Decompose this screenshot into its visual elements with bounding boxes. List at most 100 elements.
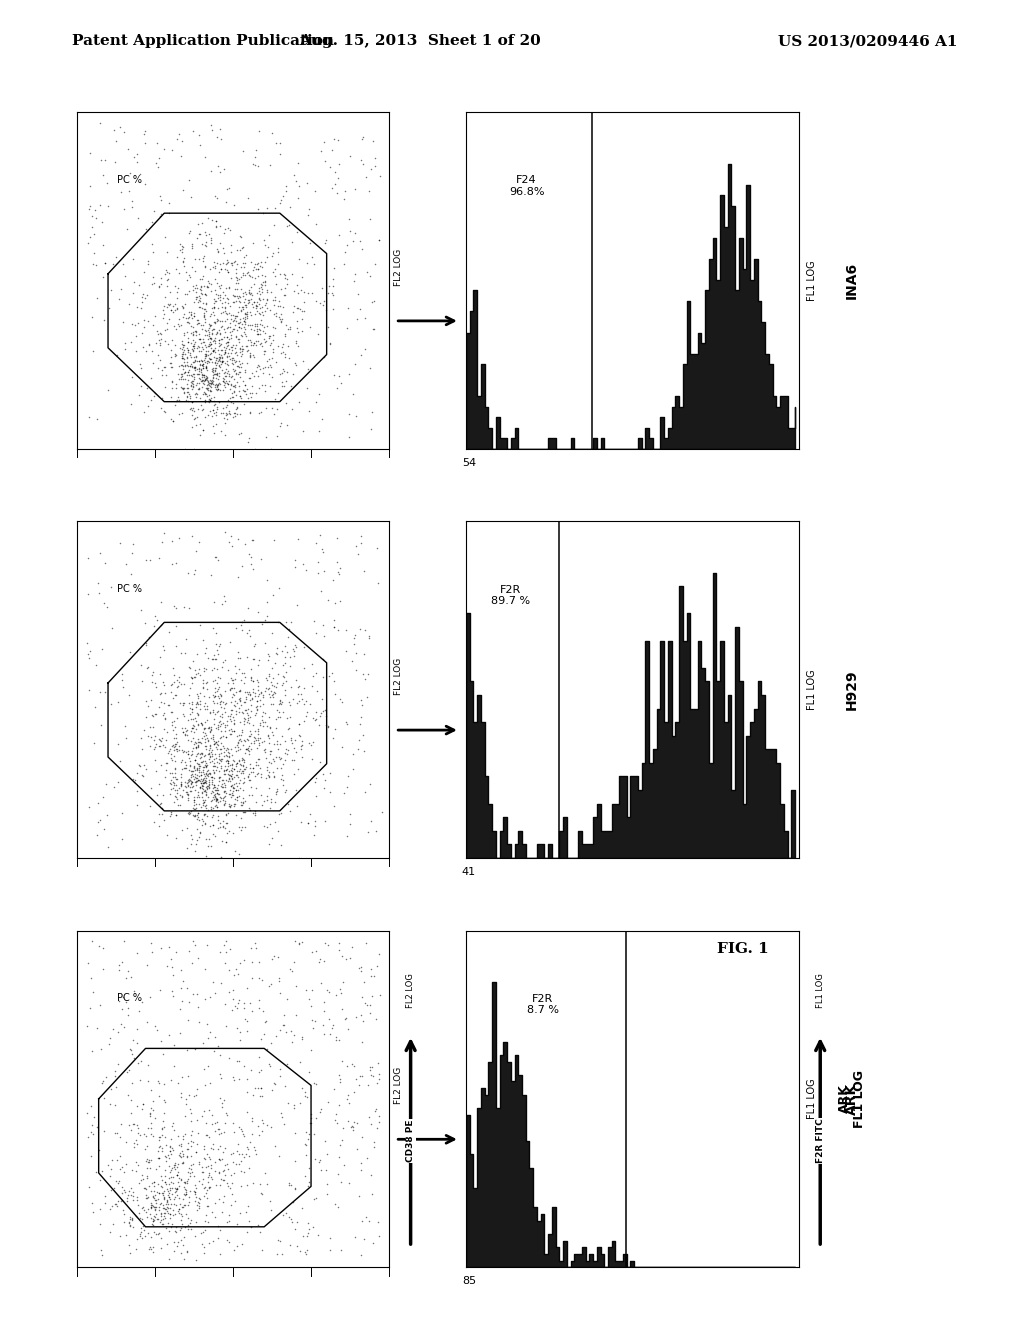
Point <box>265 325 282 346</box>
Point <box>194 333 210 354</box>
Point <box>138 759 155 780</box>
Point <box>147 677 164 698</box>
Point <box>186 715 203 737</box>
Point <box>325 727 341 748</box>
Point <box>247 313 263 334</box>
Point <box>113 1014 129 1035</box>
Point <box>164 372 180 393</box>
Point <box>227 958 244 979</box>
Point <box>202 375 218 396</box>
Point <box>334 1130 350 1151</box>
Point <box>200 730 216 751</box>
Point <box>102 1078 119 1100</box>
Point <box>170 1232 186 1253</box>
Point <box>322 762 338 783</box>
Point <box>133 297 150 318</box>
Point <box>82 195 98 216</box>
Point <box>112 991 128 1012</box>
Text: FL2 LOG: FL2 LOG <box>394 248 403 286</box>
Point <box>216 781 232 803</box>
Point <box>174 717 190 738</box>
Point <box>186 708 203 729</box>
Point <box>201 1147 217 1168</box>
Point <box>327 174 343 195</box>
Point <box>211 635 227 656</box>
Point <box>143 1196 160 1217</box>
Point <box>257 301 273 322</box>
Point <box>205 755 221 776</box>
Point <box>155 704 171 725</box>
Point <box>197 770 213 791</box>
Point <box>213 690 229 711</box>
Point <box>190 360 207 381</box>
Point <box>207 257 223 279</box>
Point <box>130 207 146 228</box>
Point <box>242 284 258 305</box>
Point <box>216 318 232 339</box>
Point <box>208 350 224 371</box>
Point <box>256 1163 272 1184</box>
Point <box>273 413 290 434</box>
Point <box>159 1179 175 1200</box>
Point <box>247 801 263 822</box>
Point <box>237 302 253 323</box>
Point <box>197 744 213 766</box>
Point <box>325 276 341 297</box>
Point <box>304 1010 321 1031</box>
Point <box>244 293 260 314</box>
Point <box>362 1164 379 1185</box>
Point <box>198 384 214 405</box>
Point <box>214 711 230 733</box>
Point <box>222 776 239 797</box>
Point <box>209 375 225 396</box>
Point <box>216 793 232 814</box>
Point <box>257 380 273 401</box>
Point <box>208 788 224 809</box>
Point <box>162 1135 178 1156</box>
Point <box>229 355 246 376</box>
Point <box>182 267 199 288</box>
Point <box>181 748 198 770</box>
Point <box>231 290 248 312</box>
Point <box>146 1107 163 1129</box>
Point <box>187 540 204 561</box>
Point <box>219 346 236 367</box>
Point <box>113 181 129 202</box>
Point <box>275 673 292 694</box>
Point <box>240 187 256 209</box>
Point <box>247 147 263 168</box>
Point <box>221 784 238 805</box>
Point <box>190 754 207 775</box>
Point <box>236 317 252 338</box>
Point <box>232 286 249 308</box>
Point <box>244 1107 260 1129</box>
Point <box>239 304 255 325</box>
Point <box>358 261 375 282</box>
Point <box>173 1082 189 1104</box>
Point <box>204 660 220 681</box>
Point <box>188 690 205 711</box>
Point <box>173 767 189 788</box>
Point <box>198 643 214 664</box>
Point <box>300 205 316 226</box>
Point <box>216 259 232 280</box>
Point <box>227 341 244 362</box>
Point <box>238 384 254 405</box>
Point <box>179 788 196 809</box>
Point <box>217 253 233 275</box>
Point <box>177 643 194 664</box>
Point <box>125 1189 141 1210</box>
Point <box>81 407 97 428</box>
Point <box>216 760 232 781</box>
Point <box>209 322 225 343</box>
Point <box>361 1059 378 1080</box>
Point <box>212 161 228 182</box>
Point <box>242 345 258 366</box>
Point <box>200 372 216 393</box>
Point <box>182 756 199 777</box>
Point <box>229 269 246 290</box>
Point <box>286 750 302 771</box>
Point <box>177 362 194 383</box>
Point <box>112 1126 128 1147</box>
Point <box>208 789 224 810</box>
